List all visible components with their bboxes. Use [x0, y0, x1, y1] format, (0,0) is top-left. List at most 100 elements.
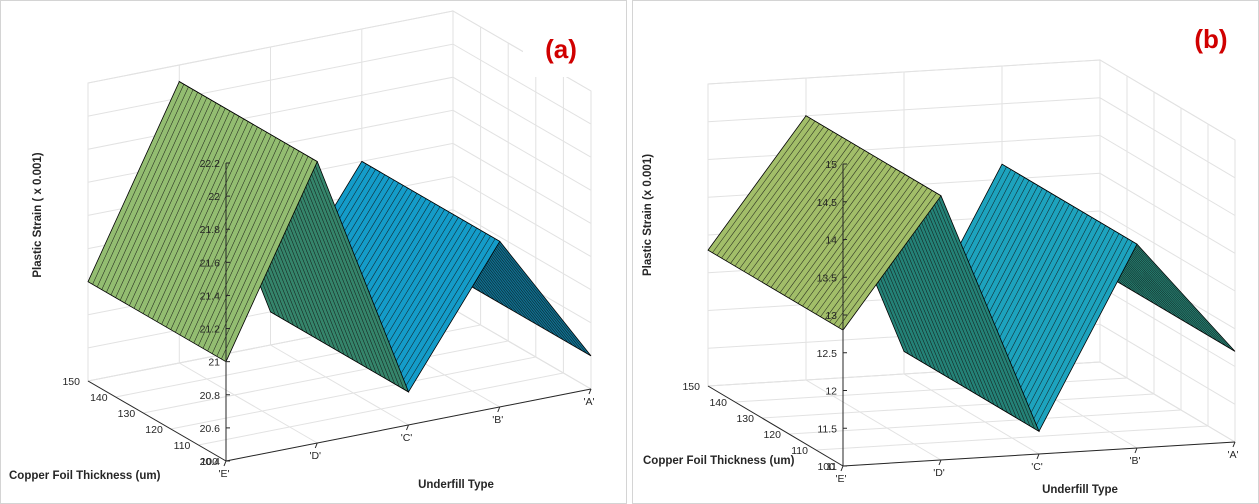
x-tick-label: 'A': [1227, 449, 1238, 461]
mesh-line: [119, 100, 212, 301]
mesh-line: [829, 187, 928, 323]
mesh-line: [494, 238, 587, 354]
x-tick: [588, 388, 592, 395]
mesh-line: [193, 142, 286, 344]
x-axis-title: Underfill Type: [1042, 484, 1118, 496]
y-gridline: [761, 92, 1155, 419]
mesh-line: [129, 105, 221, 306]
mesh-line: [485, 233, 578, 349]
mesh-line: [92, 84, 185, 285]
mesh-line: [721, 123, 820, 259]
y-gridline: [115, 27, 482, 398]
z-tick-label: 21: [208, 357, 220, 369]
x-tick-label: 'E': [835, 473, 846, 485]
x-tick-label: 'C': [401, 432, 413, 444]
y-axis-line: [707, 385, 844, 467]
surface-group: [87, 80, 592, 393]
y-axis-title: Copper Foil Thickness (um): [643, 455, 795, 467]
mesh-line: [1020, 233, 1120, 421]
mesh-line: [481, 230, 573, 346]
x-tick: [406, 424, 409, 431]
mesh-line: [389, 230, 482, 382]
y-axis-line: [87, 380, 227, 462]
y-gridline: [734, 76, 1128, 403]
y-tick-label: 150: [62, 376, 80, 388]
mesh-line: [216, 156, 309, 357]
mesh-line: [784, 160, 883, 296]
mesh-line: [725, 126, 825, 261]
mesh-line: [312, 158, 405, 390]
tick-group: 11 11.5 12 12.5 13 13.5 14 14.5 15 100 110 120 130 14…: [682, 159, 1238, 485]
panel-label-b: (b): [1173, 9, 1249, 69]
z-tick-label: 13: [825, 310, 837, 322]
z-tick-label: 20.6: [200, 423, 221, 435]
x-axis-title: Underfill Type: [418, 479, 494, 491]
mesh-line: [770, 152, 870, 288]
mesh-line: [202, 148, 295, 349]
y-gridline: [170, 59, 537, 430]
y-tick-label: 100: [817, 461, 835, 473]
mesh-line: [1029, 238, 1129, 427]
y-gridline: [707, 60, 1101, 387]
z-tick-label: 14.5: [817, 197, 838, 209]
mesh-line: [927, 187, 1026, 424]
mesh-line: [815, 179, 915, 315]
mesh-line: [734, 131, 834, 267]
x-tick-label: 'B': [1129, 455, 1140, 467]
mesh-line: [138, 110, 231, 312]
z-tick-label: 21.4: [200, 290, 221, 302]
y-tick-label: 110: [174, 440, 191, 452]
mesh-line: [931, 190, 1031, 427]
mesh-line: [802, 171, 901, 307]
mesh-line: [748, 139, 847, 275]
x-tick: [223, 460, 227, 467]
x-axis-line: [842, 441, 1236, 467]
mesh-line: [221, 158, 313, 360]
y-tick-label: 130: [736, 413, 754, 425]
mesh-line: [775, 155, 874, 291]
x-tick: [1036, 453, 1040, 460]
mesh-line: [712, 118, 811, 253]
x-tick: [497, 406, 501, 413]
tick-group: 20.4 20.6 20.8 21 21.2 21.4 21.6 21.8 22 22.2 100 1…: [62, 158, 594, 480]
y-gridline: [788, 108, 1182, 435]
mesh-line: [161, 124, 254, 325]
mesh-line: [207, 150, 300, 352]
x-tick-label: 'C': [1031, 461, 1043, 473]
y-tick-label: 110: [791, 445, 808, 457]
mesh-line: [303, 153, 395, 384]
z-tick-label: 12: [825, 386, 837, 398]
x-tick-label: 'D': [309, 450, 321, 462]
chart-panel-b: 11 11.5 12 12.5 13 13.5 14 14.5 15 100 110 120 130 14…: [632, 0, 1259, 504]
y-tick-label: 140: [709, 397, 727, 409]
mesh-line: [211, 153, 304, 354]
mesh-line: [766, 150, 865, 285]
surface-plot-a: 20.4 20.6 20.8 21 21.2 21.4 21.6 21.8 22 22.2 100 1…: [9, 10, 595, 491]
mesh-line: [838, 192, 937, 328]
y-tick-label: 120: [145, 424, 163, 436]
mesh-line: [142, 113, 235, 314]
z-axis-title: Plastic Strain (x 0.001): [642, 154, 654, 276]
z-axis-title: Plastic Strain ( x 0.001): [32, 152, 44, 277]
mesh-line: [1034, 241, 1133, 429]
mesh-line: [394, 233, 487, 385]
z-tick-label: 15: [825, 159, 837, 171]
chart-panel-a: 20.4 20.6 20.8 21 21.2 21.4 21.6 21.8 22 22.2 100 1…: [0, 0, 627, 504]
mesh-line: [806, 174, 906, 309]
y-tick-label: 140: [90, 392, 108, 404]
mesh-line: [298, 150, 391, 382]
mesh-line: [716, 120, 816, 256]
x-tick: [314, 442, 318, 449]
x-tick: [1134, 447, 1138, 454]
surface-plot-b: 11 11.5 12 12.5 13 13.5 14 14.5 15 100 110 120 130 14…: [642, 59, 1239, 496]
z-tick-label: 13.5: [817, 272, 838, 284]
panel-label-a: (a): [523, 21, 599, 77]
mesh-line: [1118, 233, 1218, 341]
mesh-line: [1025, 236, 1124, 424]
mesh-line: [175, 132, 267, 333]
x-axis-line: [225, 388, 592, 462]
z-tick-label: 22.2: [200, 158, 221, 170]
mesh-line: [824, 184, 924, 320]
mesh-line: [1123, 235, 1222, 344]
mesh-line: [833, 190, 933, 325]
